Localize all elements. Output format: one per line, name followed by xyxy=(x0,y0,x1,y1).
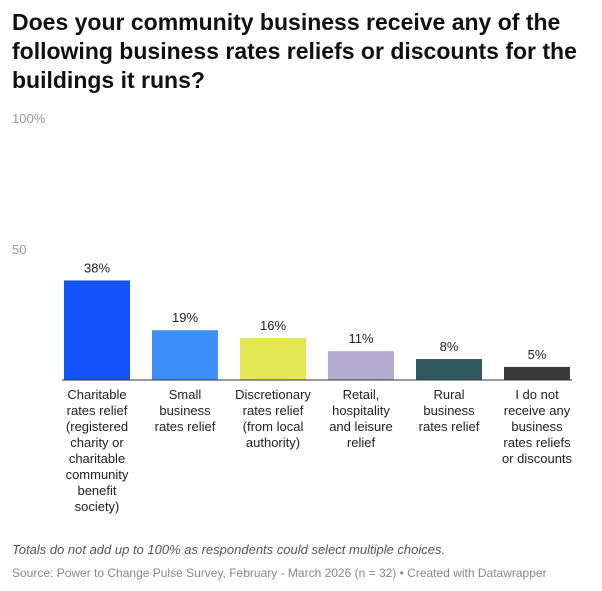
bar-value-label: 19% xyxy=(172,310,198,325)
bars: 38% 19% 16% 11% 8% 5% xyxy=(64,260,570,380)
bar xyxy=(152,330,218,380)
bar-value-label: 5% xyxy=(528,347,547,362)
chart-source: Source: Power to Change Pulse Survey, Fe… xyxy=(12,566,547,580)
chart-notes: Totals do not add up to 100% as responde… xyxy=(12,542,446,557)
category-label: Small business rates relief xyxy=(155,387,216,434)
bar-value-label: 16% xyxy=(260,318,286,333)
category-labels: Charitable rates relief (registered charity… xyxy=(66,387,573,514)
bar-chart: 100% 50 38% 19% 16% 11% 8% 5% Charitable rates … xyxy=(12,111,573,514)
y-tick-label: 50 xyxy=(12,242,26,257)
category-label: Rural business rates relief xyxy=(419,387,480,434)
bar xyxy=(64,280,130,380)
bar xyxy=(504,366,570,380)
bar-value-label: 8% xyxy=(440,339,459,354)
bar xyxy=(416,359,482,380)
category-label: Charitable rates relief (registered charity… xyxy=(66,387,129,514)
y-axis-ticks: 100% 50 xyxy=(12,111,46,257)
bar-value-label: 38% xyxy=(84,260,110,275)
bar-value-label: 11% xyxy=(348,331,373,346)
bar xyxy=(240,338,306,380)
category-label: Retail, hospitality and leisure relief xyxy=(329,387,393,450)
category-label: I do not receive any business rates reliefs… xyxy=(502,387,573,466)
category-label: Discretionary rates relief (from local auth… xyxy=(235,387,311,450)
y-tick-label: 100% xyxy=(12,111,46,126)
bar xyxy=(328,351,394,380)
chart-title: Does your community business receive any… xyxy=(12,9,577,93)
